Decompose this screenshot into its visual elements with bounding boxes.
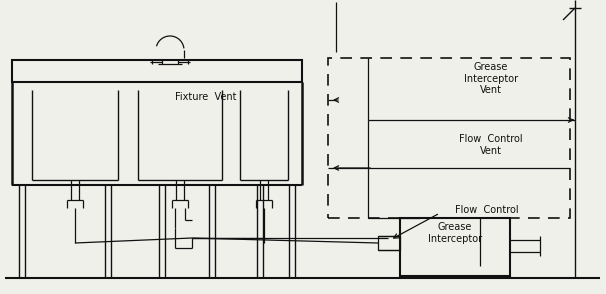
Bar (400, 218, 510, 276)
Bar (12, 60, 302, 82)
Bar (378, 236, 400, 250)
Text: Fixture  Vent: Fixture Vent (175, 92, 236, 102)
Text: Flow  Control: Flow Control (455, 205, 519, 215)
Text: Flow  Control
Vent: Flow Control Vent (459, 134, 523, 156)
Bar (328, 58, 570, 218)
Text: Grease
Interceptor
Vent: Grease Interceptor Vent (464, 62, 518, 95)
Text: Grease
Interceptor: Grease Interceptor (428, 222, 482, 244)
